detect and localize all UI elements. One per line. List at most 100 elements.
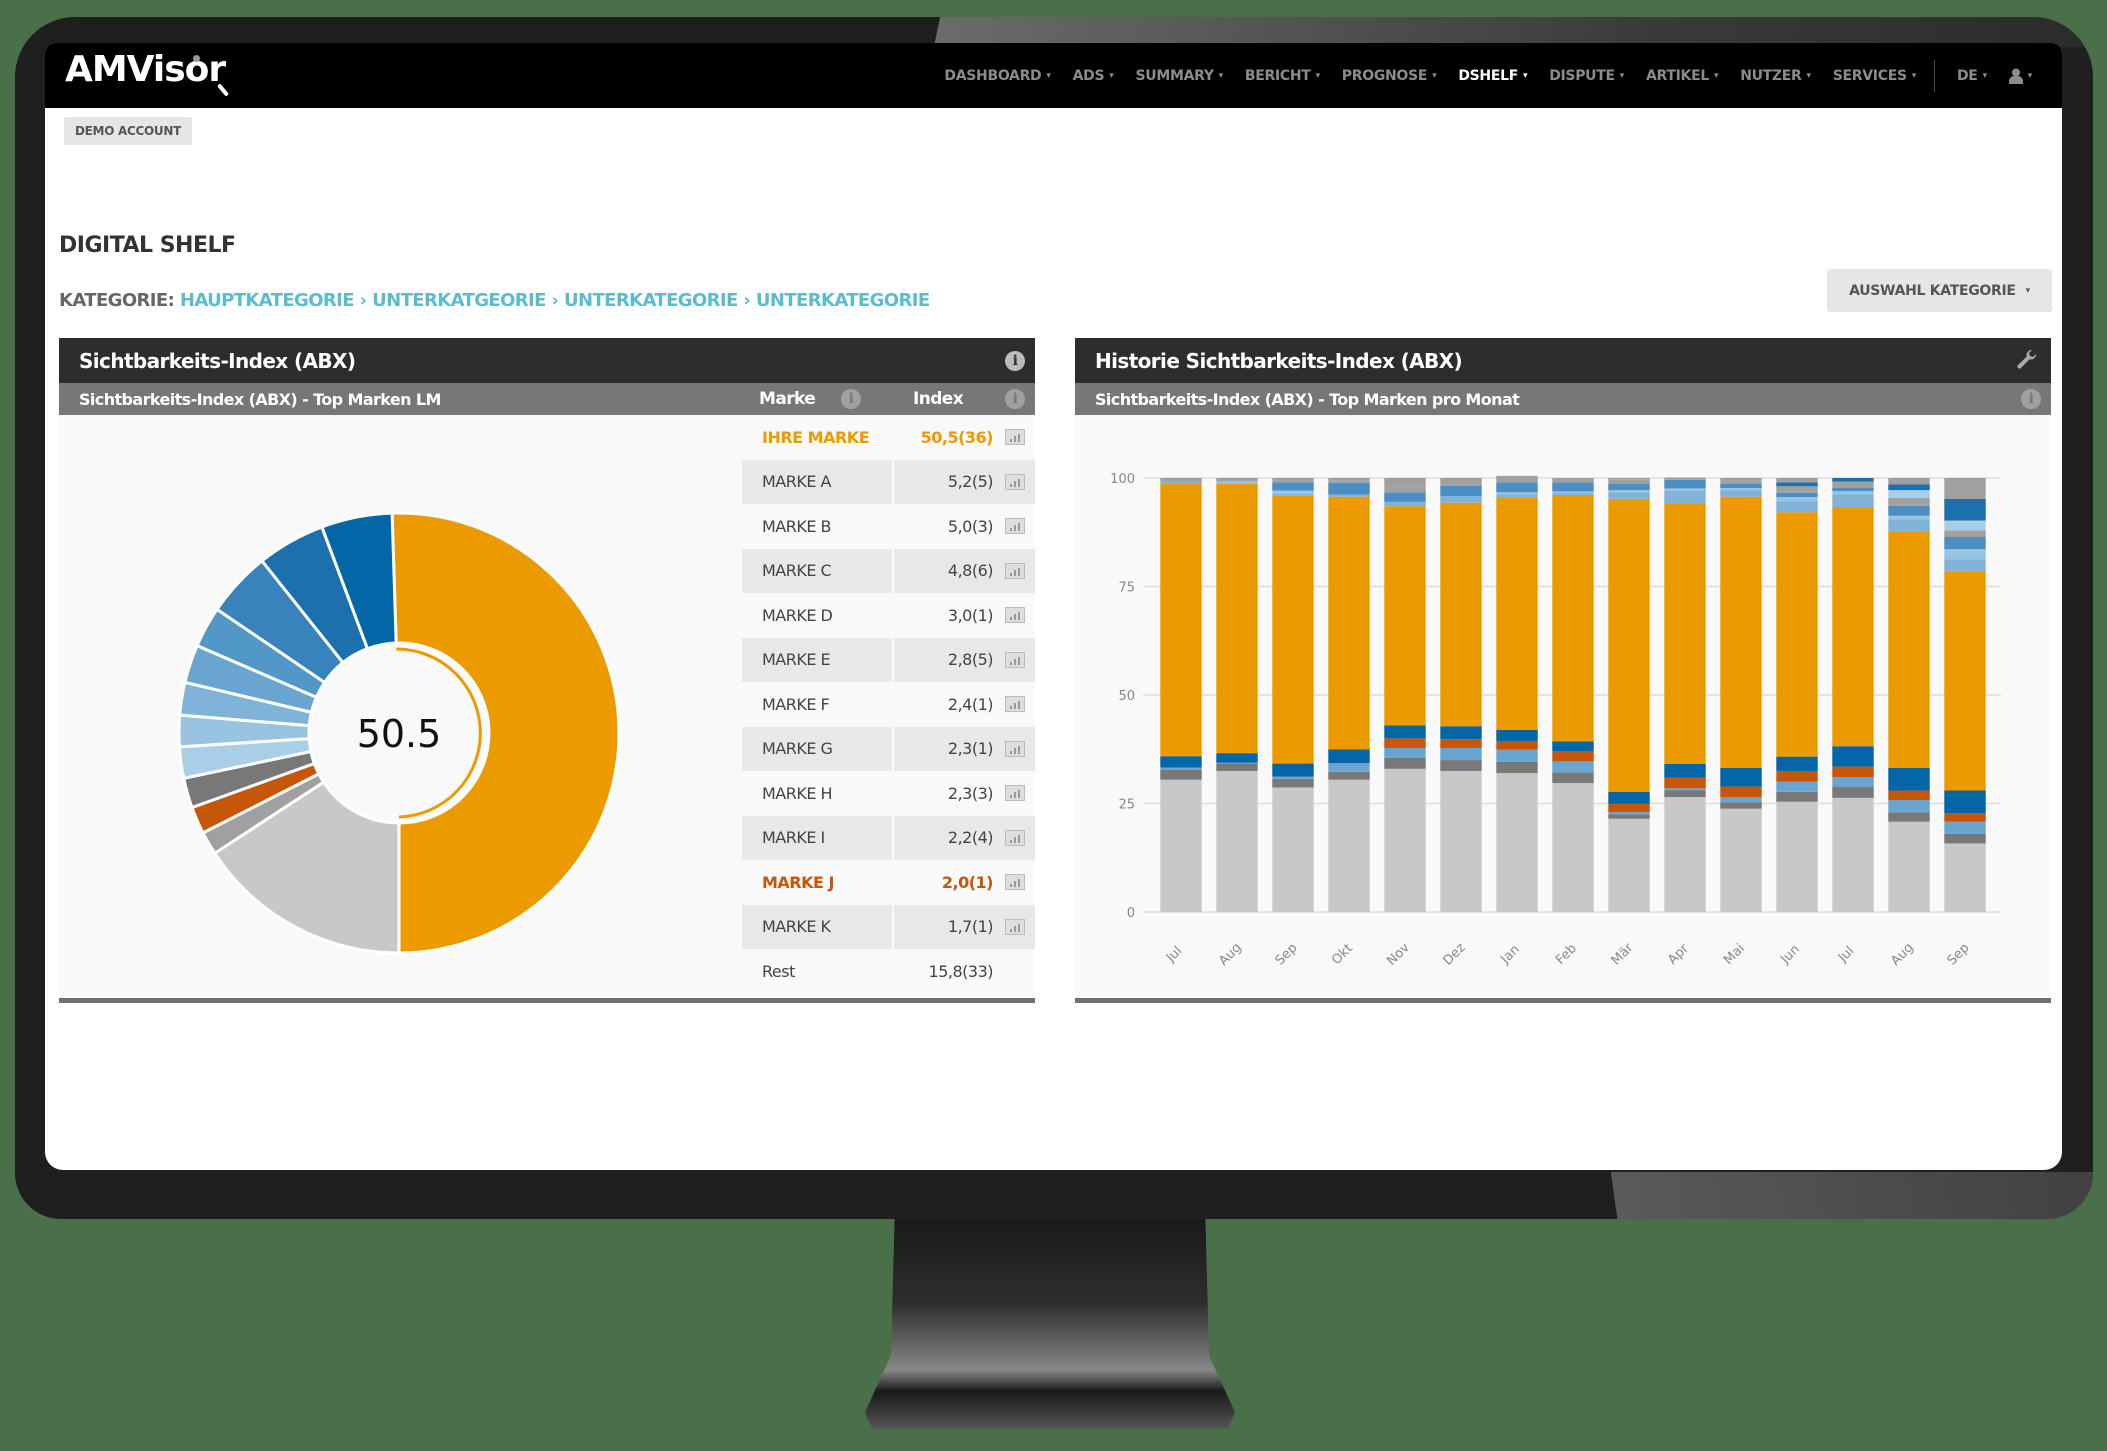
bar-segment[interactable] [1944, 520, 1986, 531]
bar-segment[interactable] [1496, 492, 1538, 495]
bar-dez[interactable] [1440, 478, 1482, 912]
table-row[interactable]: MARKE E 2,8(5) [742, 637, 1035, 682]
bar-segment[interactable] [1720, 808, 1762, 912]
bar-segment[interactable] [1608, 483, 1650, 491]
nav-item-services[interactable]: SERVICES ▾ [1833, 68, 1917, 84]
bar-segment[interactable] [1888, 790, 1930, 801]
bar-segment[interactable] [1944, 790, 1986, 814]
bar-segment[interactable] [1160, 769, 1202, 780]
bar-segment[interactable] [1832, 487, 1874, 492]
bar-segment[interactable] [1496, 773, 1538, 912]
table-row[interactable]: MARKE H 2,3(3) [742, 771, 1035, 816]
bar-segment[interactable] [1496, 749, 1538, 762]
bar-segment[interactable] [1552, 491, 1594, 493]
bar-segment[interactable] [1776, 781, 1818, 792]
bar-segment[interactable] [1440, 478, 1482, 486]
bar-segment[interactable] [1888, 821, 1930, 912]
bar-segment[interactable] [1888, 505, 1930, 516]
bar-segment[interactable] [1888, 812, 1930, 822]
bar-segment[interactable] [1888, 478, 1930, 485]
bar-chart-icon[interactable] [1005, 874, 1025, 891]
bar-segment[interactable] [1160, 767, 1202, 770]
info-icon[interactable]: i [2021, 389, 2041, 409]
bar-segment[interactable] [1888, 767, 1930, 791]
bar-segment[interactable] [1440, 760, 1482, 771]
bar-segment[interactable] [1440, 502, 1482, 727]
bar-segment[interactable] [1776, 486, 1818, 493]
bar-chart-icon[interactable] [1005, 829, 1025, 846]
bar-segment[interactable] [1832, 481, 1874, 488]
bar-segment[interactable] [1664, 477, 1706, 480]
nav-item-bericht[interactable]: BERICHT ▾ [1245, 68, 1320, 84]
bar-segment[interactable] [1384, 501, 1426, 507]
bar-segment[interactable] [1944, 843, 1986, 912]
bar-segment[interactable] [1944, 549, 1986, 560]
donut-slice[interactable] [319, 511, 398, 651]
bar-segment[interactable] [1776, 501, 1818, 513]
bar-segment[interactable] [1328, 779, 1370, 912]
bar-segment[interactable] [1608, 490, 1650, 493]
bar-segment[interactable] [1608, 498, 1650, 792]
bar-nov[interactable] [1384, 478, 1426, 912]
demo-account-badge[interactable]: DEMO ACCOUNT [64, 117, 192, 145]
bar-segment[interactable] [1888, 800, 1930, 813]
breadcrumb-link[interactable]: HAUPTKATEGORIE [179, 290, 355, 311]
table-row[interactable]: MARKE K 1,7(1) [742, 904, 1035, 949]
bar-segment[interactable] [1664, 788, 1706, 791]
bar-segment[interactable] [1272, 776, 1314, 779]
bar-segment[interactable] [1272, 493, 1314, 496]
breadcrumb-link[interactable]: UNTERKATGEORIE [372, 290, 546, 311]
bar-segment[interactable] [1384, 738, 1426, 748]
bar-chart-icon[interactable] [1005, 518, 1025, 535]
info-icon[interactable]: i [841, 389, 861, 409]
bar-segment[interactable] [1496, 475, 1538, 483]
bar-segment[interactable] [1888, 519, 1930, 532]
table-row[interactable]: MARKE D 3,0(1) [742, 593, 1035, 638]
info-icon[interactable]: i [1005, 350, 1025, 371]
bar-segment[interactable] [1496, 497, 1538, 730]
bar-okt[interactable] [1328, 478, 1370, 912]
bar-segment[interactable] [1944, 833, 1986, 844]
bar-segment[interactable] [1496, 761, 1538, 774]
bar-segment[interactable] [1608, 818, 1650, 912]
bar-segment[interactable] [1384, 757, 1426, 769]
bar-chart-icon[interactable] [1005, 696, 1025, 713]
bar-segment[interactable] [1552, 492, 1594, 495]
bar-segment[interactable] [1440, 747, 1482, 761]
bar-segment[interactable] [1832, 478, 1874, 482]
bar-segment[interactable] [1944, 813, 1986, 822]
bar-segment[interactable] [1944, 498, 1986, 521]
bar-segment[interactable] [1216, 478, 1258, 482]
bar-segment[interactable] [1944, 478, 1986, 499]
bar-aug[interactable] [1216, 478, 1258, 912]
bar-segment[interactable] [1272, 482, 1314, 491]
nav-item-summary[interactable]: SUMMARY ▾ [1135, 68, 1223, 84]
bar-segment[interactable] [1832, 777, 1874, 788]
wrench-icon[interactable] [2015, 349, 2039, 373]
bar-segment[interactable] [1944, 537, 1986, 550]
bar-segment[interactable] [1888, 497, 1930, 506]
bar-segment[interactable] [1944, 571, 1986, 791]
bar-aug[interactable] [1888, 478, 1930, 912]
bar-jun[interactable] [1776, 478, 1818, 912]
bar-segment[interactable] [1888, 484, 1930, 491]
table-row[interactable]: MARKE J 2,0(1) [742, 860, 1035, 905]
bar-segment[interactable] [1216, 762, 1258, 764]
nav-item-prognose[interactable]: PROGNOSE ▾ [1342, 68, 1437, 84]
bar-segment[interactable] [1272, 495, 1314, 764]
bar-segment[interactable] [1608, 492, 1650, 499]
breadcrumb-link[interactable]: UNTERKATEGORIE [564, 290, 738, 311]
table-row[interactable]: MARKE I 2,2(4) [742, 815, 1035, 860]
bar-apr[interactable] [1664, 477, 1706, 912]
nav-item-dashboard[interactable]: DASHBOARD ▾ [944, 68, 1051, 84]
bar-chart-icon[interactable] [1005, 562, 1025, 579]
logo[interactable]: AMVisor [65, 49, 230, 97]
bar-segment[interactable] [1832, 491, 1874, 495]
bar-segment[interactable] [1328, 749, 1370, 764]
bar-segment[interactable] [1552, 772, 1594, 784]
bar-segment[interactable] [1328, 480, 1370, 483]
bar-segment[interactable] [1720, 796, 1762, 803]
bar-segment[interactable] [1272, 490, 1314, 494]
bar-segment[interactable] [1832, 494, 1874, 508]
bar-segment[interactable] [1384, 486, 1426, 493]
